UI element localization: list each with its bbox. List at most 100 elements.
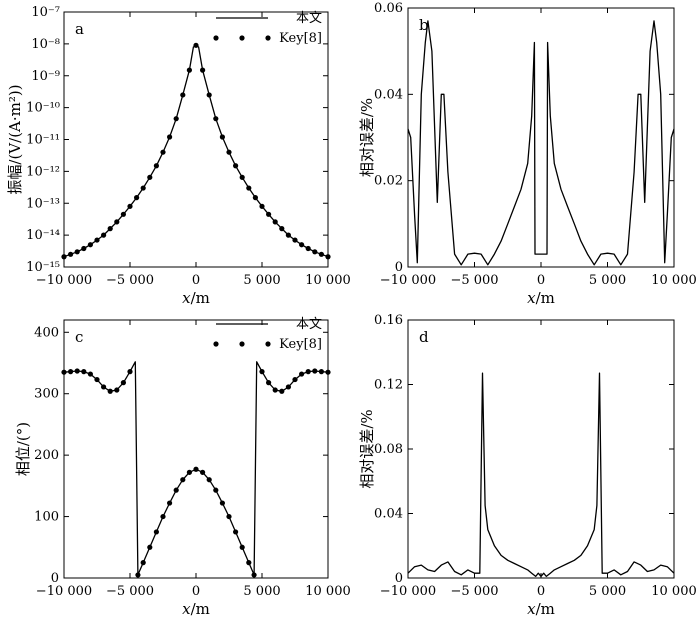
data-point (61, 254, 67, 260)
data-point (318, 251, 324, 257)
x-tick-label: −5 000 (106, 273, 154, 288)
data-point (127, 369, 133, 375)
y-tick-label: 0 (51, 571, 59, 586)
x-axis-label: x/m (182, 600, 210, 618)
y-tick-label: 10⁻⁹ (31, 69, 60, 84)
y-tick-label: 0 (395, 260, 403, 275)
y-tick-label: 0.06 (374, 1, 403, 16)
data-point (272, 219, 278, 225)
data-point (193, 42, 199, 48)
data-point (101, 384, 107, 390)
x-axis-symbol: x (182, 600, 191, 618)
legend-dot-swatch (265, 35, 271, 41)
x-tick-label: 0 (192, 273, 200, 288)
data-point (193, 466, 199, 472)
legend-dot-swatch (265, 341, 271, 347)
data-point (292, 376, 298, 383)
data-point (325, 369, 331, 375)
y-tick-label: 300 (34, 387, 59, 402)
data-point (68, 251, 74, 257)
panel-label: c (75, 328, 83, 346)
data-point (167, 134, 173, 140)
data-point (252, 195, 258, 201)
series-line (407, 372, 675, 578)
y-tick-label: 10⁻¹⁴ (26, 228, 60, 243)
x-axis-unit: /m (536, 600, 555, 618)
data-point (285, 384, 291, 390)
data-point (147, 544, 153, 550)
x-tick-label: 0 (537, 273, 545, 288)
data-point (107, 226, 113, 232)
y-tick-label: 0.08 (374, 442, 403, 457)
legend-dot-swatch (213, 35, 219, 41)
data-point (299, 242, 305, 248)
y-tick-label: 10⁻⁸ (31, 37, 60, 52)
data-point (219, 500, 225, 506)
data-point (180, 92, 186, 98)
data-point (140, 185, 146, 191)
data-point (120, 380, 126, 386)
x-axis-unit: /m (536, 289, 555, 307)
data-point (285, 232, 291, 238)
data-point (101, 232, 107, 238)
data-point (312, 249, 318, 255)
data-point (134, 195, 140, 201)
plot-frame (407, 7, 675, 268)
data-point (173, 116, 179, 122)
data-point (186, 469, 192, 475)
data-point (114, 387, 120, 393)
x-tick-label: 10 000 (305, 273, 351, 288)
data-point (213, 116, 219, 122)
panel-label: b (419, 16, 429, 34)
data-point (160, 149, 166, 155)
series-line (407, 20, 675, 266)
x-tick-label: 5 000 (589, 584, 626, 599)
x-tick-label: 10 000 (651, 273, 697, 288)
x-tick-label: 10 000 (305, 584, 351, 599)
y-tick-label: 100 (34, 510, 59, 525)
data-point (107, 388, 113, 394)
data-point (325, 254, 331, 260)
y-tick-label: 200 (34, 448, 59, 463)
legend-dot-swatch (239, 35, 245, 41)
data-point (180, 477, 186, 483)
legend-dot-swatch (213, 341, 219, 347)
plot-frame (63, 319, 329, 579)
x-tick-label: −5 000 (450, 584, 498, 599)
panel-d: −10 000 −5 000 0 5 000 10 000 0 0.04 0.08 0.12 0.… (358, 313, 697, 618)
y-tick-label: 10⁻⁷ (31, 5, 60, 20)
series-line (63, 44, 329, 258)
data-point (135, 572, 141, 578)
y-tick-label: 0.02 (374, 174, 403, 189)
data-point (279, 226, 285, 232)
data-point (246, 560, 252, 566)
data-point (200, 67, 206, 73)
data-point (233, 163, 239, 169)
x-tick-label: −5 000 (450, 273, 498, 288)
data-point (259, 203, 265, 209)
data-point (87, 242, 93, 248)
x-tick-label: 10 000 (651, 584, 697, 599)
data-point (233, 529, 239, 535)
plot-frame (63, 11, 329, 268)
y-tick-label: 10⁻¹¹ (26, 133, 60, 148)
legend-label: 本文 (296, 317, 322, 332)
data-point (87, 371, 93, 377)
x-tick-label: 0 (192, 584, 200, 599)
x-axis-symbol: x (527, 289, 536, 307)
x-tick-label: −10 000 (36, 273, 92, 288)
data-point (160, 513, 166, 520)
panel-label: d (419, 328, 429, 346)
y-tick-label: 10⁻¹³ (26, 196, 60, 211)
panel-label: a (75, 20, 84, 38)
x-tick-label: −10 000 (380, 584, 436, 599)
data-point (68, 369, 74, 375)
y-axis-label: 振幅/(V/(A·m²)) (6, 84, 24, 194)
data-point (318, 369, 324, 375)
data-point (206, 477, 212, 483)
x-axis-label: x/m (527, 289, 555, 307)
data-point (246, 185, 252, 191)
x-axis-label: x/m (527, 600, 555, 618)
panel-c: −10 000 −5 000 0 5 000 10 000 0 100 200 300 400 c x… (14, 317, 351, 618)
